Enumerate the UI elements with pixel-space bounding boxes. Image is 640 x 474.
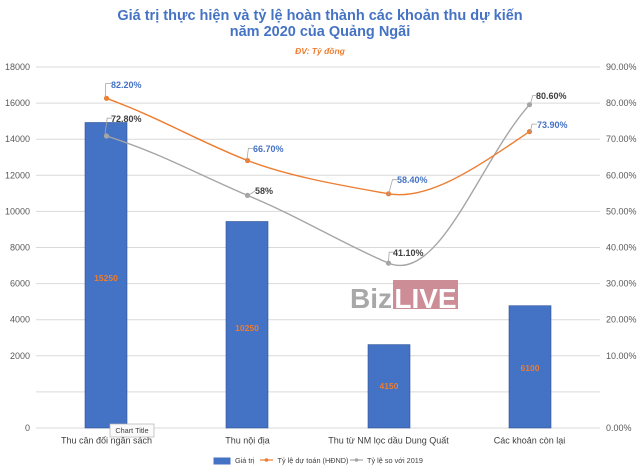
svg-text:10.00%: 10.00%	[606, 351, 637, 361]
svg-text:60.00%: 60.00%	[606, 170, 637, 180]
svg-text:6100: 6100	[521, 363, 540, 373]
svg-text:Tỷ lệ dự toán (HĐND): Tỷ lệ dự toán (HĐND)	[278, 456, 349, 465]
svg-text:20.00%: 20.00%	[606, 315, 637, 325]
svg-text:Thu từ NM lọc dầu Dung Quất: Thu từ NM lọc dầu Dung Quất	[328, 436, 449, 446]
svg-text:72.80%: 72.80%	[111, 114, 142, 124]
svg-text:Các khoản còn lại: Các khoản còn lại	[494, 436, 566, 446]
svg-text:70.00%: 70.00%	[606, 134, 637, 144]
svg-text:Tỷ lệ so với 2019: Tỷ lệ so với 2019	[367, 456, 423, 465]
svg-text:14000: 14000	[5, 134, 30, 144]
svg-text:58.40%: 58.40%	[397, 175, 428, 185]
svg-text:80.60%: 80.60%	[536, 91, 567, 101]
svg-text:4150: 4150	[380, 381, 399, 391]
svg-text:73.90%: 73.90%	[537, 120, 568, 130]
svg-text:LIVE: LIVE	[394, 283, 456, 314]
svg-text:2000: 2000	[10, 351, 30, 361]
svg-text:66.70%: 66.70%	[253, 144, 284, 154]
svg-text:16000: 16000	[5, 98, 30, 108]
svg-text:10250: 10250	[235, 323, 259, 333]
svg-text:80.00%: 80.00%	[606, 98, 637, 108]
svg-text:50.00%: 50.00%	[606, 206, 637, 216]
svg-text:Thu cân đối ngân sách: Thu cân đối ngân sách	[61, 436, 152, 446]
svg-text:12000: 12000	[5, 170, 30, 180]
svg-text:40.00%: 40.00%	[606, 243, 637, 253]
svg-text:0.00%: 0.00%	[606, 423, 632, 433]
svg-text:10000: 10000	[5, 206, 30, 216]
svg-text:Thu nội địa: Thu nội địa	[225, 436, 270, 446]
svg-text:82.20%: 82.20%	[111, 80, 142, 90]
svg-text:4000: 4000	[10, 315, 30, 325]
svg-text:30.00%: 30.00%	[606, 279, 637, 289]
svg-text:58%: 58%	[255, 186, 273, 196]
svg-text:Giá trị: Giá trị	[235, 456, 255, 465]
svg-text:41.10%: 41.10%	[393, 248, 424, 258]
svg-text:18000: 18000	[5, 62, 30, 72]
svg-text:90.00%: 90.00%	[606, 62, 637, 72]
svg-text:8000: 8000	[10, 243, 30, 253]
svg-text:15250: 15250	[94, 273, 118, 283]
svg-text:Biz: Biz	[350, 283, 392, 314]
svg-text:0: 0	[25, 423, 30, 433]
svg-text:6000: 6000	[10, 279, 30, 289]
svg-text:Chart Title: Chart Title	[115, 426, 148, 435]
